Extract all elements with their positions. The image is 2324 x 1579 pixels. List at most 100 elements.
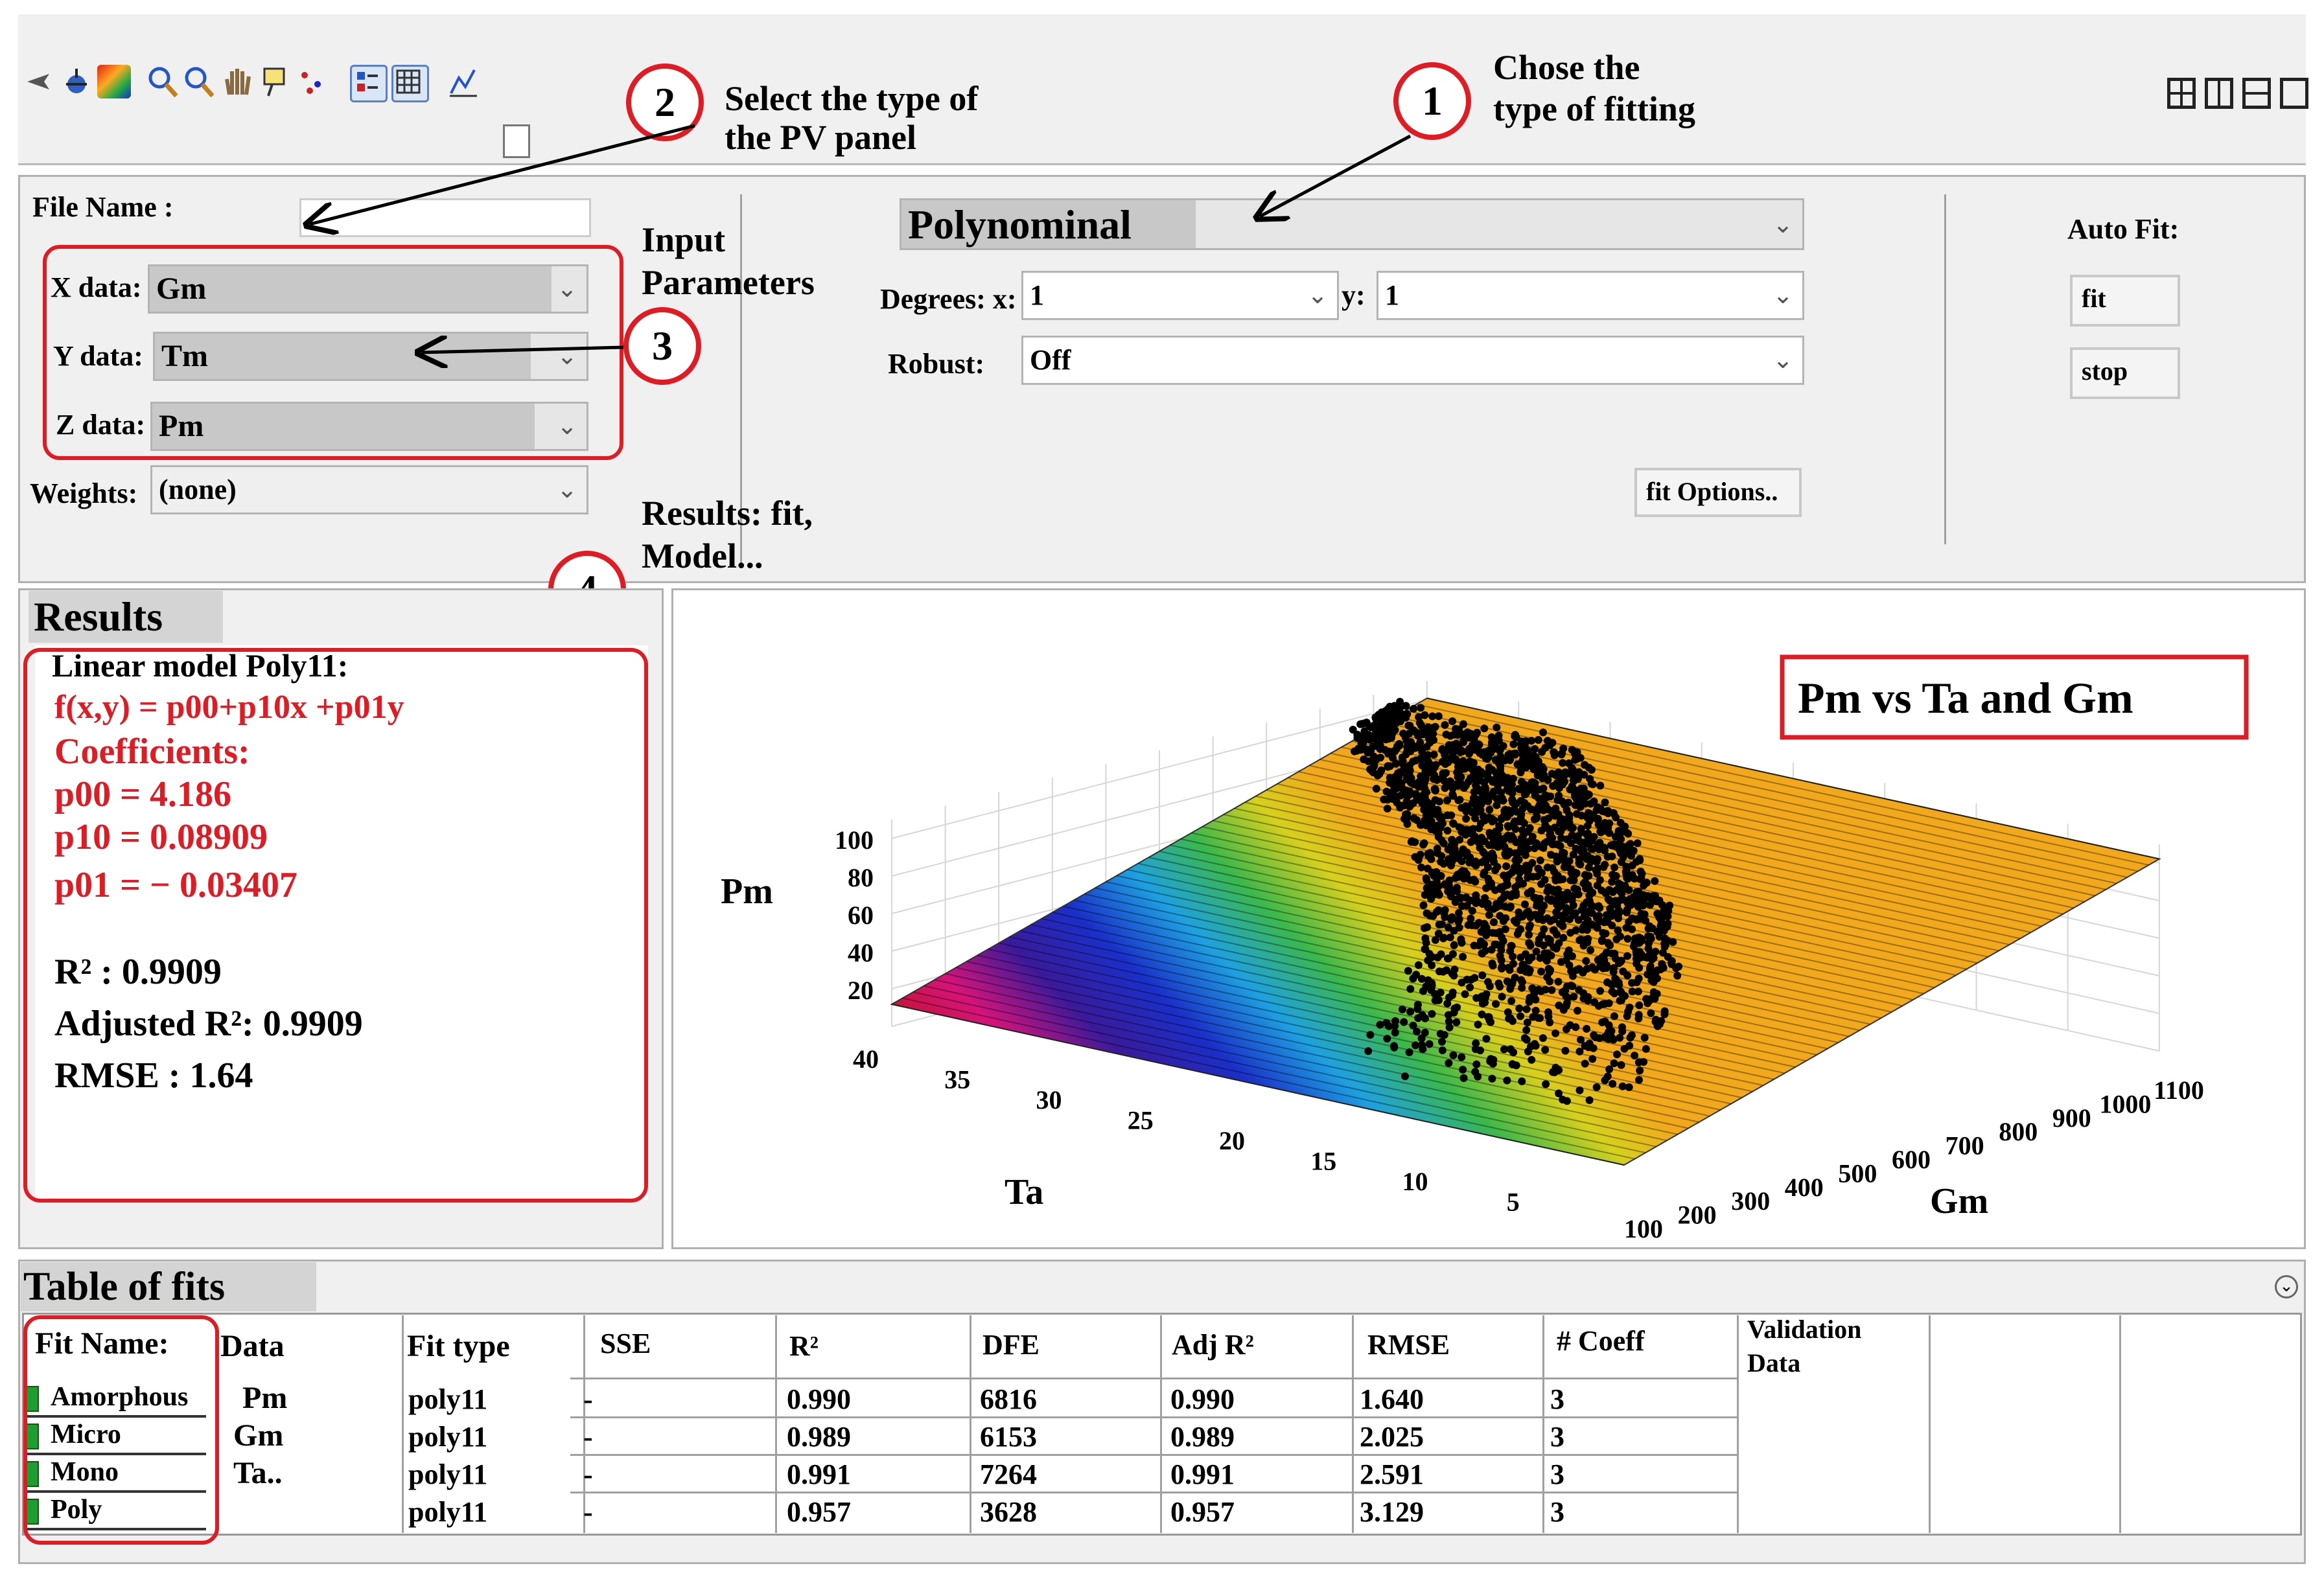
x-data-label: X data: [51,271,142,303]
data-point [1628,1031,1636,1039]
fit-type-select[interactable]: Polynominal ⌄ [900,198,1804,250]
data-point [1551,1029,1560,1037]
y-data-select[interactable]: Tm ⌄ [153,332,588,381]
data-point [1462,814,1470,823]
data-point [1579,850,1587,859]
data-point [1583,1024,1591,1033]
divider [740,194,742,564]
data-point [1398,1005,1406,1013]
data-point [1598,936,1607,944]
data-point [1548,739,1557,747]
data-point [1555,891,1563,899]
robust-select[interactable]: Off ⌄ [1021,336,1804,385]
data-point [1573,748,1581,756]
data-point [1471,1045,1480,1054]
data-point [1505,978,1513,987]
data-point [1503,1076,1511,1085]
fit-type-cell: poly11 [408,1421,488,1453]
grid-icon[interactable] [391,65,429,102]
data-point [1541,1046,1550,1054]
tile-icon[interactable] [2167,78,2196,109]
y-tick-label: 5 [1507,1188,1520,1217]
data-point [1406,1008,1415,1016]
single-window-icon[interactable] [2280,78,2308,109]
data-point [1395,742,1404,750]
data-point [1482,1035,1491,1043]
data-point [1459,738,1467,746]
data-point [1445,1023,1454,1032]
data-point [1650,969,1658,978]
data-point [1522,1026,1531,1034]
mesh-line [902,997,1635,1160]
table-row-divider [570,1377,1737,1379]
data-point [1673,971,1682,980]
data-point [1492,768,1500,777]
data-point [1537,987,1545,995]
data-point [1454,780,1462,789]
fit-button[interactable]: fit [2070,275,2180,327]
data-point [1518,756,1527,765]
split-horizontal-icon[interactable] [2242,78,2271,109]
exclude-icon[interactable] [296,65,329,98]
dfe-cell: 3628 [980,1496,1037,1528]
data-point [1535,794,1543,803]
legend-icon[interactable] [350,65,388,102]
data-point [1542,1080,1550,1089]
fitted-surface [890,697,2161,1166]
zoom-out-icon[interactable] [181,65,215,98]
collapse-chevron-icon[interactable]: ⌄ [2275,1275,2298,1298]
fit-list-item[interactable]: Amorphous [25,1381,206,1418]
data-point [1573,836,1581,844]
data-point [1417,704,1425,712]
data-point [1530,844,1539,853]
fit-list-item[interactable]: Mono [25,1457,206,1493]
fit-options-button[interactable]: fit Options.. [1634,468,1802,517]
data-point [1468,921,1476,929]
data-point [1534,803,1542,812]
data-point [1574,916,1583,924]
x-data-select[interactable]: Gm ⌄ [148,264,588,314]
stop-button[interactable]: stop [2070,347,2180,399]
data-point [1485,911,1493,919]
data-point [1651,1017,1660,1026]
fit-list-item[interactable]: Micro [25,1419,206,1455]
data-point [1493,723,1501,732]
x-tick-label: 1000 [2099,1089,2151,1118]
pan-hand-icon[interactable] [220,65,254,98]
zoom-in-icon[interactable] [145,65,179,98]
data-point [1534,898,1542,906]
data-tips-icon[interactable] [259,65,293,98]
residuals-icon[interactable] [446,65,480,98]
data-point [1594,814,1602,823]
z-data-select[interactable]: Pm ⌄ [150,402,588,451]
data-point [1657,1017,1666,1025]
data-cursor-icon[interactable] [60,65,93,98]
weights-select[interactable]: (none) ⌄ [150,465,588,514]
data-point [1605,1065,1614,1074]
data-point [1432,877,1441,886]
data-point [1500,843,1509,851]
new-document-icon[interactable] [503,124,530,158]
surface-plot[interactable]: 100 80 60 40 20 40 35 30 25 20 15 10 5 100 200 300 400 50… [671,588,2306,1249]
arrow-icon[interactable] [23,65,57,98]
data-point [1437,852,1445,860]
colormap-icon[interactable] [97,65,131,98]
split-vertical-icon[interactable] [2205,78,2233,109]
data-point [1461,868,1469,876]
table-row-divider [570,1416,1737,1418]
data-point [1466,757,1474,766]
adj-r2-cell: 0.990 [1170,1383,1235,1415]
degree-x-select[interactable]: 1 ⌄ [1021,271,1339,320]
data-point [1594,956,1602,964]
data-point [1509,952,1516,961]
data-point [1602,949,1610,958]
r2-cell: 0.990 [787,1383,851,1415]
x-tick-label: 1100 [2154,1076,2204,1105]
data-point [1398,759,1406,768]
data-point [1430,890,1439,899]
degree-y-select[interactable]: 1 ⌄ [1377,271,1804,320]
data-point [1432,810,1439,818]
data-point [1441,720,1449,729]
file-name-input[interactable] [299,198,591,237]
data-point [1405,790,1413,799]
